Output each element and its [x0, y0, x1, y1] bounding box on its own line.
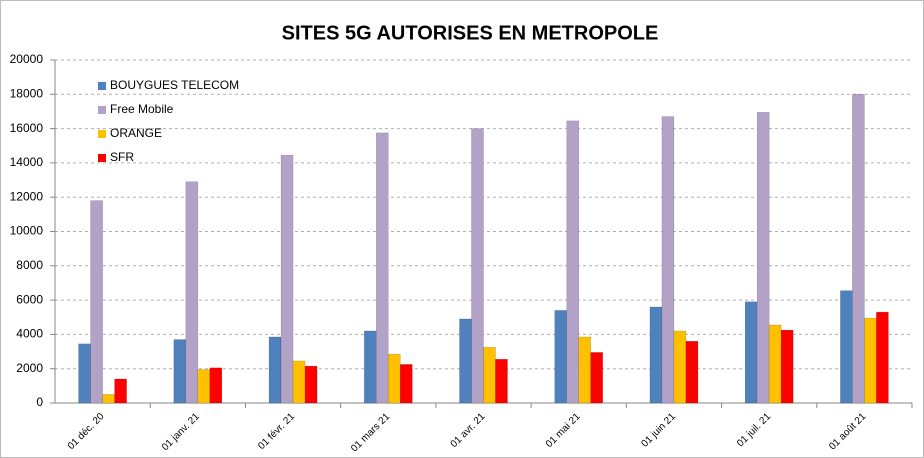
bar — [495, 359, 508, 404]
bar — [840, 290, 853, 404]
y-tick-label: 12000 — [10, 189, 44, 203]
legend-label: SFR — [110, 150, 134, 164]
bar — [90, 200, 103, 404]
bar — [590, 352, 603, 404]
bar — [483, 347, 496, 404]
legend-swatch — [98, 82, 106, 90]
y-tick-label: 20000 — [10, 52, 44, 66]
legend-swatch — [98, 130, 106, 138]
bar — [780, 329, 794, 404]
bar — [209, 367, 223, 404]
y-tick-label: 2000 — [16, 361, 43, 375]
bar — [292, 360, 306, 404]
bar — [649, 306, 663, 404]
y-tick-label: 0 — [36, 395, 43, 409]
y-tick-label: 18000 — [10, 86, 44, 100]
y-tick-label: 6000 — [16, 292, 43, 306]
y-tick-label: 10000 — [10, 224, 44, 238]
bar — [756, 112, 770, 404]
bar — [554, 310, 567, 404]
legend-swatch — [98, 106, 106, 114]
bar — [459, 318, 472, 404]
legend-label: BOUYGUES TELECOM — [110, 78, 239, 92]
bar — [197, 369, 211, 404]
bar — [102, 394, 115, 404]
chart-title: SITES 5G AUTORISES EN METROPOLE — [282, 22, 659, 44]
bar — [876, 311, 889, 404]
bar — [400, 364, 413, 404]
y-tick-label: 16000 — [10, 121, 44, 135]
bar — [768, 324, 782, 404]
bar — [268, 336, 282, 404]
bar — [685, 341, 699, 404]
bar — [852, 94, 865, 404]
y-tick-label: 8000 — [16, 258, 43, 272]
bar — [114, 378, 127, 404]
legend-label: ORANGE — [110, 126, 162, 140]
legend-label: Free Mobile — [110, 102, 174, 116]
bar — [78, 343, 91, 404]
bar — [673, 330, 687, 404]
bar — [744, 301, 758, 404]
bar — [661, 116, 675, 404]
bar — [471, 128, 484, 404]
legend-swatch — [98, 154, 106, 162]
bar — [364, 330, 377, 404]
bar — [376, 132, 389, 404]
bar — [566, 120, 579, 404]
y-tick-label: 14000 — [10, 155, 44, 169]
bar — [388, 353, 401, 404]
bar — [173, 339, 187, 404]
bar — [185, 181, 199, 404]
bar — [280, 154, 294, 404]
y-tick-label: 4000 — [16, 327, 43, 341]
bar — [304, 365, 318, 404]
bar — [578, 336, 591, 404]
bar — [864, 317, 877, 404]
